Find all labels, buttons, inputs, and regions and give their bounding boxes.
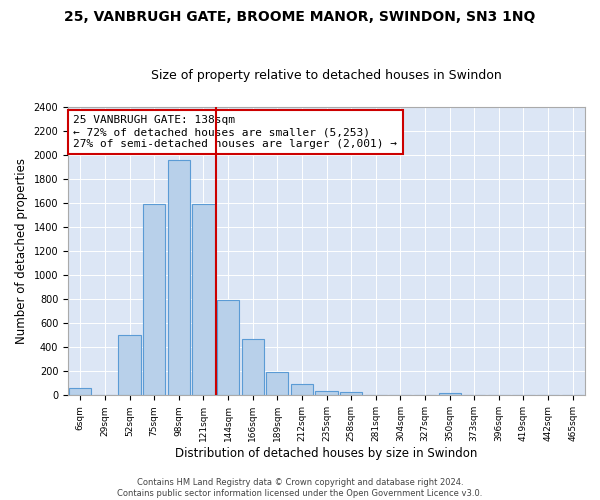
Bar (143, 204, 165, 396)
Bar (340, 392, 362, 396)
Text: Contains HM Land Registry data © Crown copyright and database right 2024.
Contai: Contains HM Land Registry data © Crown c… (118, 478, 482, 498)
Bar (439, 393, 461, 396)
Bar (266, 372, 289, 396)
Bar (193, 204, 215, 396)
Title: Size of property relative to detached houses in Swindon: Size of property relative to detached ho… (151, 69, 502, 82)
Y-axis label: Number of detached properties: Number of detached properties (15, 158, 28, 344)
Bar (242, 339, 264, 396)
Bar (291, 384, 313, 396)
Bar (69, 388, 91, 396)
Text: 25, VANBRUGH GATE, BROOME MANOR, SWINDON, SN3 1NQ: 25, VANBRUGH GATE, BROOME MANOR, SWINDON… (64, 10, 536, 24)
Bar (316, 391, 338, 396)
Bar (217, 300, 239, 396)
Bar (118, 335, 140, 396)
Bar (168, 160, 190, 396)
Text: 25 VANBRUGH GATE: 138sqm
← 72% of detached houses are smaller (5,253)
27% of sem: 25 VANBRUGH GATE: 138sqm ← 72% of detach… (73, 116, 397, 148)
X-axis label: Distribution of detached houses by size in Swindon: Distribution of detached houses by size … (175, 447, 478, 460)
